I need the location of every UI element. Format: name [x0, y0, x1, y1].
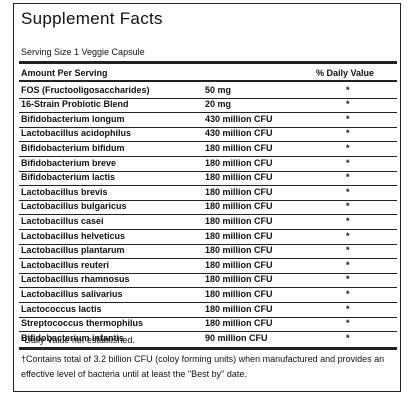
ingredient-amount: 430 million CFU	[205, 113, 273, 124]
title: Supplement Facts	[21, 9, 163, 28]
ingredient-amount: 180 million CFU	[205, 274, 273, 285]
ingredient-name: Lactobacillus bulgaricus	[21, 201, 127, 212]
ingredient-amount: 50 mg	[205, 84, 232, 95]
daily-value: *	[346, 157, 350, 168]
ingredient-amount: 180 million CFU	[205, 157, 273, 168]
ingredient-name: FOS (Fructooligosaccharides)	[21, 84, 150, 95]
row-rule	[19, 112, 397, 114]
ingredient-name: Lactococcus lactis	[21, 303, 102, 314]
row-rule	[19, 258, 397, 260]
ingredient-amount: 20 mg	[205, 99, 232, 110]
ingredient-name: Lactobacillus plantarum	[21, 245, 125, 256]
row-rule	[19, 302, 397, 303]
row-rule	[19, 97, 397, 99]
row-rule	[19, 126, 397, 128]
row-rule	[19, 170, 397, 172]
thick-rule	[19, 61, 397, 64]
ingredient-name: Lactobacillus salivarius	[21, 288, 123, 299]
ingredient-name: Streptococcus thermophilus	[21, 318, 144, 329]
ingredient-name: Bifidobacterium infantis	[21, 332, 125, 343]
daily-value: *	[346, 128, 350, 139]
row-rule	[19, 272, 397, 274]
row-rule	[19, 141, 397, 143]
ingredient-amount: 180 million CFU	[205, 172, 273, 183]
row-rule	[19, 229, 397, 230]
row-rule	[19, 287, 397, 289]
row-rule	[19, 185, 397, 187]
ingredient-name: Bifidobacterium breve	[21, 157, 117, 168]
daily-value: *	[346, 186, 350, 197]
daily-value: *	[346, 172, 350, 183]
ingredient-name: Lactobacillus brevis	[21, 186, 108, 197]
serving-size: Serving Size 1 Veggie Capsule	[21, 47, 145, 57]
ingredient-amount: 180 million CFU	[205, 201, 273, 212]
ingredient-amount: 430 million CFU	[205, 128, 273, 139]
ingredient-amount: 180 million CFU	[205, 259, 273, 270]
footnote: †Contains total of 3.2 billion CFU (colo…	[21, 354, 385, 379]
header-dv: % Daily Value	[316, 68, 375, 78]
daily-value: *	[346, 215, 350, 226]
daily-value: *	[346, 318, 350, 329]
daily-value: *	[346, 245, 350, 256]
ingredient-name: Lactobacillus acidophilus	[21, 128, 132, 139]
ingredient-amount: 180 million CFU	[205, 303, 273, 314]
ingredient-name: Lactobacillus helveticus	[21, 230, 126, 241]
ingredient-amount: 180 million CFU	[205, 288, 273, 299]
ingredient-amount: 180 million CFU	[205, 215, 273, 226]
ingredient-name: Lactobacillus reuteri	[21, 259, 110, 270]
ingredient-amount: 180 million CFU	[205, 245, 273, 256]
ingredient-amount: 180 million CFU	[205, 318, 273, 329]
header-amount: Amount Per Serving	[21, 68, 108, 78]
ingredient-name: 16-Strain Probiotic Blend	[21, 99, 129, 110]
thick-rule	[19, 346, 397, 350]
ingredient-name: Bifidobacterium lactis	[21, 172, 116, 183]
daily-value: *	[346, 332, 350, 343]
row-rule	[19, 214, 397, 216]
ingredient-amount: 180 million CFU	[205, 186, 273, 197]
daily-value: *	[346, 142, 350, 153]
daily-value: *	[346, 274, 350, 285]
label-box	[13, 3, 401, 392]
footnote: *Daily Value not established.	[21, 335, 135, 345]
ingredient-amount: 180 million CFU	[205, 230, 273, 241]
daily-value: *	[346, 201, 350, 212]
ingredient-name: Lactobacillus rhamnosus	[21, 274, 130, 285]
daily-value: *	[346, 303, 350, 314]
ingredient-name: Bifidobacterium longum	[21, 113, 125, 124]
daily-value: *	[346, 99, 350, 110]
row-rule	[19, 243, 397, 245]
daily-value: *	[346, 84, 350, 95]
row-rule	[19, 156, 397, 157]
ingredient-amount: 90 million CFU	[205, 332, 268, 343]
thick-rule	[19, 80, 397, 82]
row-rule	[19, 331, 397, 333]
row-rule	[19, 316, 397, 318]
row-rule	[19, 199, 397, 201]
ingredient-amount: 180 million CFU	[205, 142, 273, 153]
daily-value: *	[346, 259, 350, 270]
ingredient-name: Bifidobacterium bifidum	[21, 142, 125, 153]
daily-value: *	[346, 113, 350, 124]
daily-value: *	[346, 288, 350, 299]
daily-value: *	[346, 230, 350, 241]
ingredient-name: Lactobacillus casei	[21, 215, 104, 226]
